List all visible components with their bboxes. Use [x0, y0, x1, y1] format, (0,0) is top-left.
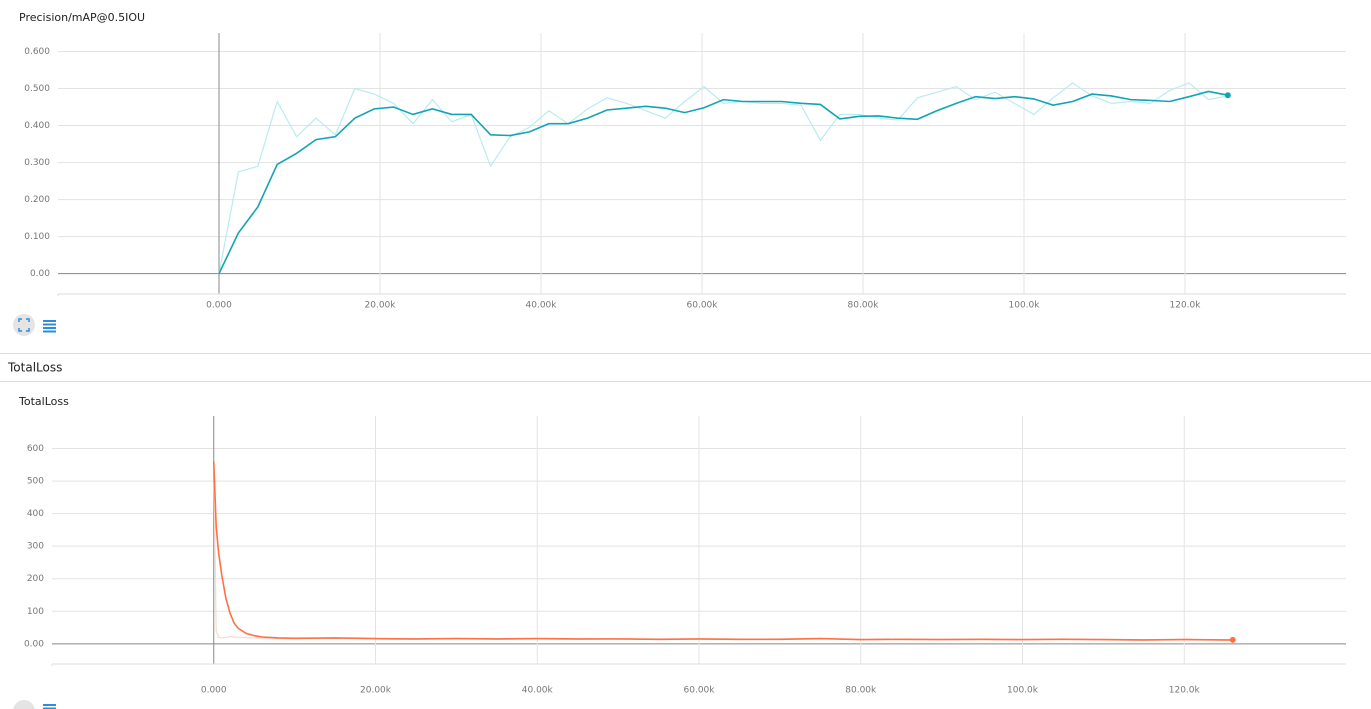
x-tick-label: 120.0k: [1169, 686, 1201, 696]
y-tick-label: 500: [27, 477, 44, 487]
x-tick-label: 20.00k: [360, 686, 392, 696]
series-line: [213, 461, 1233, 641]
x-tick-label: 60.00k: [684, 686, 716, 696]
x-tick-label: 100.0k: [1009, 301, 1041, 311]
chart-controls: [13, 700, 56, 709]
x-tick-label: 40.00k: [526, 301, 558, 311]
x-tick-label: 0.000: [201, 686, 227, 696]
chart-title: Precision/mAP@0.5IOU: [19, 11, 145, 24]
y-tick-label: 600: [27, 444, 44, 454]
y-tick-label: 0.500: [24, 84, 50, 94]
chart: TotalLoss 0.00 100 200 300 400 500 600 0.000 20.0…: [18, 395, 1346, 696]
y-tick-label: 100: [27, 607, 44, 617]
y-tick-label: 200: [27, 574, 44, 584]
x-tick-label: 0.000: [206, 301, 232, 311]
end-point: [1229, 636, 1236, 643]
x-tick-label: 120.0k: [1170, 301, 1202, 311]
y-tick-label: 0.00: [24, 639, 44, 649]
fullscreen-button[interactable]: [13, 314, 35, 336]
fullscreen-icon: [18, 318, 30, 332]
chart-title: TotalLoss: [18, 395, 69, 408]
y-tick-label: 0.200: [24, 195, 50, 205]
x-tick-label: 40.00k: [522, 686, 554, 696]
data-table-button[interactable]: [43, 320, 56, 333]
x-tick-label: 20.00k: [365, 301, 397, 311]
y-tick-label: 0.400: [24, 121, 50, 131]
y-tick-label: 0.00: [30, 269, 50, 279]
y-tick-label: 400: [27, 509, 44, 519]
x-tick-label: 80.00k: [845, 686, 877, 696]
end-point: [1224, 92, 1231, 99]
series-line: [212, 461, 1233, 641]
y-tick-label: 300: [27, 542, 44, 552]
chart-controls: [13, 314, 56, 336]
data-table-button[interactable]: [43, 704, 56, 709]
y-tick-label: 0.600: [24, 47, 50, 57]
fullscreen-button[interactable]: [13, 700, 35, 709]
x-tick-label: 60.00k: [687, 301, 719, 311]
y-tick-label: 0.300: [24, 158, 50, 168]
series-line: [218, 82, 1228, 274]
x-tick-label: 80.00k: [848, 301, 880, 311]
group-title: TotalLoss: [7, 361, 62, 375]
x-tick-label: 100.0k: [1007, 686, 1039, 696]
y-tick-label: 0.100: [24, 232, 50, 242]
chart: Precision/mAP@0.5IOU 0.00 0.100 0.200 0.300 0…: [19, 11, 1346, 311]
series-line: [218, 90, 1228, 274]
